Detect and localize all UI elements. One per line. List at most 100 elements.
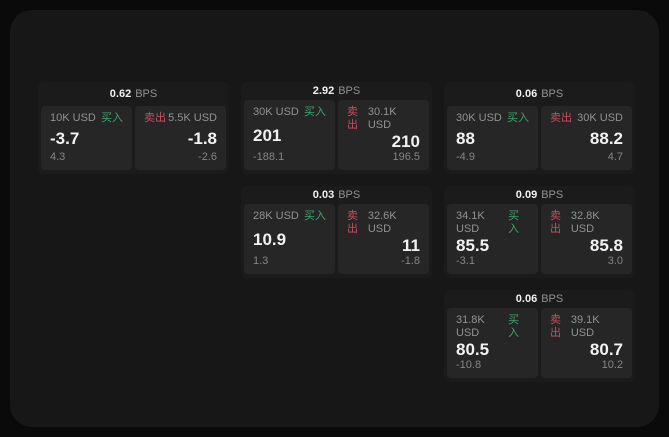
sell-side-label: 卖出 <box>550 112 572 124</box>
buy-panel-top: 31.8K USD 买入 <box>456 314 529 340</box>
bps-unit-label: BPS <box>135 88 158 100</box>
spread-header: 2.92 BPS <box>241 82 432 100</box>
quote-body: 34.1K USD 买入 85.5 -3.1 卖出 32.8K USD 85.8… <box>444 204 635 278</box>
buy-side-label: 买入 <box>508 314 520 339</box>
sell-price: 88.2 <box>589 128 623 148</box>
buy-size-label: 31.8K USD <box>456 314 485 339</box>
sell-size-label: 30K USD <box>577 112 623 124</box>
buy-change: -188.1 <box>253 151 285 163</box>
spread-value: 0.03 <box>312 189 335 201</box>
quote-card: 2.92 BPS 30K USD 买入 201 -188.1 卖出 30.1K … <box>241 82 432 174</box>
bps-unit-label: BPS <box>338 189 361 201</box>
buy-size-label: 30K USD <box>456 112 502 124</box>
bps-unit-label: BPS <box>541 189 564 201</box>
sell-quote-panel[interactable]: 卖出 30K USD 88.2 4.7 <box>541 106 632 170</box>
buy-size-label: 10K USD <box>50 112 96 124</box>
quote-body: 31.8K USD 买入 80.5 -10.8 卖出 39.1K USD 80.… <box>444 308 635 382</box>
buy-panel-top: 10K USD 买入 <box>50 112 123 125</box>
sell-size-label: 32.6K USD <box>367 210 397 235</box>
spread-value: 0.62 <box>109 88 132 100</box>
buy-quote-panel[interactable]: 34.1K USD 买入 85.5 -3.1 <box>447 204 538 274</box>
buy-side-label: 买入 <box>507 112 529 124</box>
quote-body: 10K USD 买入 -3.7 4.3 卖出 5.5K USD -1.8 -2.… <box>38 106 229 174</box>
spread-header: 0.06 BPS <box>444 82 635 106</box>
buy-change: -4.9 <box>456 151 475 163</box>
buy-price: 88 <box>456 128 475 148</box>
bps-unit-label: BPS <box>541 88 564 100</box>
buy-side-label: 买入 <box>508 210 520 235</box>
buy-panel-top: 30K USD 买入 <box>456 112 529 125</box>
sell-side-label: 卖出 <box>550 210 561 235</box>
sell-price: 210 <box>391 132 420 151</box>
sell-quote-panel[interactable]: 卖出 32.6K USD 11 -1.8 <box>338 204 429 274</box>
sell-price: -1.8 <box>187 128 217 148</box>
spread-header: 0.09 BPS <box>444 186 635 204</box>
sell-size-label: 39.1K USD <box>570 314 600 339</box>
buy-price: -3.7 <box>50 128 80 148</box>
sell-price: 85.8 <box>589 236 623 255</box>
quote-card: 0.06 BPS 31.8K USD 买入 80.5 -10.8 卖出 39.1… <box>444 290 635 382</box>
buy-price: 201 <box>253 125 282 145</box>
sell-change: 4.7 <box>607 151 623 163</box>
buy-panel-top: 30K USD 买入 <box>253 106 326 119</box>
sell-panel-top: 卖出 30.1K USD <box>347 106 420 132</box>
quote-grid: 0.62 BPS 10K USD 买入 -3.7 4.3 卖出 5.5K USD… <box>38 82 635 382</box>
sell-change: 10.2 <box>601 359 623 371</box>
sell-quote-panel[interactable]: 卖出 39.1K USD 80.7 10.2 <box>541 308 632 378</box>
sell-panel-top: 卖出 5.5K USD <box>144 112 217 125</box>
sell-panel-top: 卖出 39.1K USD <box>550 314 623 340</box>
spread-header: 0.62 BPS <box>38 82 229 106</box>
sell-quote-panel[interactable]: 卖出 30.1K USD 210 196.5 <box>338 100 429 170</box>
sell-side-label: 卖出 <box>347 210 358 235</box>
quote-card: 0.62 BPS 10K USD 买入 -3.7 4.3 卖出 5.5K USD… <box>38 82 229 174</box>
sell-panel-top: 卖出 32.6K USD <box>347 210 420 236</box>
sell-change: -2.6 <box>198 151 217 163</box>
sell-quote-panel[interactable]: 卖出 5.5K USD -1.8 -2.6 <box>135 106 226 170</box>
buy-change: -3.1 <box>456 255 475 267</box>
sell-change: 196.5 <box>392 151 420 163</box>
buy-side-label: 买入 <box>101 112 123 124</box>
quote-body: 30K USD 买入 88 -4.9 卖出 30K USD 88.2 4.7 <box>444 106 635 174</box>
buy-panel-top: 28K USD 买入 <box>253 210 326 223</box>
buy-change: 1.3 <box>253 255 269 267</box>
buy-price: 80.5 <box>456 340 490 359</box>
buy-quote-panel[interactable]: 30K USD 买入 88 -4.9 <box>447 106 538 170</box>
quote-body: 28K USD 买入 10.9 1.3 卖出 32.6K USD 11 -1.8 <box>241 204 432 278</box>
buy-size-label: 28K USD <box>253 210 299 222</box>
sell-price: 11 <box>402 236 420 255</box>
sell-price: 80.7 <box>589 340 623 359</box>
quote-card: 0.06 BPS 30K USD 买入 88 -4.9 卖出 30K USD 8… <box>444 82 635 174</box>
quote-card: 0.09 BPS 34.1K USD 买入 85.5 -3.1 卖出 32.8K… <box>444 186 635 278</box>
buy-size-label: 30K USD <box>253 106 299 118</box>
sell-change: 3.0 <box>607 255 623 267</box>
buy-side-label: 买入 <box>304 106 326 118</box>
buy-quote-panel[interactable]: 10K USD 买入 -3.7 4.3 <box>41 106 132 170</box>
quote-card: 0.03 BPS 28K USD 买入 10.9 1.3 卖出 32.6K US… <box>241 186 432 278</box>
spread-header: 0.06 BPS <box>444 290 635 308</box>
buy-price: 10.9 <box>253 229 287 249</box>
sell-panel-top: 卖出 32.8K USD <box>550 210 623 236</box>
quote-body: 30K USD 买入 201 -188.1 卖出 30.1K USD 210 1… <box>241 100 432 174</box>
sell-size-label: 32.8K USD <box>570 210 600 235</box>
buy-price: 85.5 <box>456 236 490 255</box>
sell-quote-panel[interactable]: 卖出 32.8K USD 85.8 3.0 <box>541 204 632 274</box>
buy-quote-panel[interactable]: 31.8K USD 买入 80.5 -10.8 <box>447 308 538 378</box>
sell-size-label: 5.5K USD <box>168 112 217 124</box>
spread-value: 0.06 <box>515 293 538 305</box>
sell-panel-top: 卖出 30K USD <box>550 112 623 125</box>
buy-change: 4.3 <box>50 151 66 163</box>
spread-header: 0.03 BPS <box>241 186 432 204</box>
bps-unit-label: BPS <box>338 85 361 97</box>
bps-unit-label: BPS <box>541 293 564 305</box>
sell-side-label: 卖出 <box>144 112 166 124</box>
trading-window: 0.62 BPS 10K USD 买入 -3.7 4.3 卖出 5.5K USD… <box>10 10 659 427</box>
buy-quote-panel[interactable]: 30K USD 买入 201 -188.1 <box>244 100 335 170</box>
sell-change: -1.8 <box>401 255 420 267</box>
spread-value: 2.92 <box>312 85 335 97</box>
buy-side-label: 买入 <box>304 210 326 222</box>
sell-side-label: 卖出 <box>550 314 561 339</box>
spread-value: 0.09 <box>515 189 538 201</box>
buy-quote-panel[interactable]: 28K USD 买入 10.9 1.3 <box>244 204 335 274</box>
sell-side-label: 卖出 <box>347 106 358 131</box>
sell-size-label: 30.1K USD <box>367 106 397 131</box>
